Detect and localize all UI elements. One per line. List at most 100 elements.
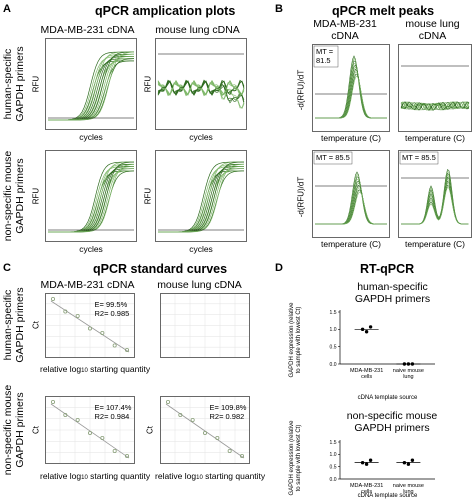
panel-a-row-2-label: non-specific mouse GAPDH primers — [2, 151, 26, 241]
row-label-line: GAPDH primers — [14, 287, 26, 363]
ylabel-line: to sample with lowest Ct) — [296, 306, 302, 374]
panel-a-ylabel: RFU — [31, 187, 41, 205]
data-point — [368, 458, 373, 462]
category-label: MDA-MB-231 — [350, 368, 383, 374]
standard-point — [240, 454, 245, 459]
plot-frame — [45, 150, 137, 242]
xlabel-part: relative log — [40, 471, 82, 481]
standard-point — [88, 431, 93, 436]
panel-c-col-2: mouse lung cDNA — [157, 279, 242, 291]
data-point — [360, 461, 365, 465]
amplification-plot-human-mda — [45, 38, 137, 130]
amplification-curve — [48, 51, 134, 121]
category-label: lung — [403, 374, 413, 380]
ylabel-line: GAPDH expression (relative — [289, 420, 295, 496]
data-point — [360, 327, 365, 332]
standard-point — [112, 449, 117, 454]
data-point — [410, 362, 415, 366]
category-label: naive mouse — [393, 368, 424, 374]
panel-c-row-2-label: non-specific mouse GAPDH primers — [2, 385, 26, 475]
xlabel-sub: 10 — [81, 475, 88, 481]
melt-temperature-text: MT = 85.5 — [316, 153, 350, 162]
panel-c-xlabel: relative log10 starting quantity — [40, 364, 150, 374]
efficiency-label: E= 99.5% — [95, 300, 128, 309]
standard-curve-mouse-mouse: E= 109.8%R2= 0.982 — [160, 396, 250, 464]
ylabel-line: to sample with lowest Ct) — [296, 424, 302, 492]
amplification-plot-human-mouse — [155, 38, 247, 130]
y-tick-label: 0.0 — [330, 477, 337, 483]
melt-curve — [315, 75, 387, 119]
standard-point — [100, 436, 105, 441]
standard-curve-human-mouse — [160, 293, 250, 358]
efficiency-label: E= 107.4% — [95, 403, 132, 412]
row-label-line: non-specific mouse — [2, 150, 14, 242]
standard-point — [227, 449, 232, 454]
category-label: MDA-MB-231 — [350, 483, 383, 489]
data-point — [368, 325, 373, 329]
standard-point — [112, 343, 117, 348]
panel-b-col-1: MDA-MB-231 cDNA — [305, 18, 385, 42]
row-label-line: GAPDH primers — [14, 46, 26, 122]
y-tick-label: 0.0 — [330, 362, 337, 368]
panel-d-title: RT-qPCR — [360, 262, 415, 276]
panel-b-ylabel: -d(RFU)/dT — [296, 176, 306, 218]
y-tick-label: 0.5 — [330, 344, 337, 350]
panel-a-ylabel: RFU — [143, 75, 153, 93]
melt-curve — [315, 191, 387, 225]
standard-point — [178, 412, 183, 417]
panel-b-ylabel: -d(RFU)/dT — [296, 69, 306, 111]
r-squared-label: R2= 0.984 — [95, 412, 130, 421]
panel-c-col-1: MDA-MB-231 cDNA — [40, 279, 135, 291]
panel-c-ylabel: Ct — [145, 426, 155, 434]
standard-point — [51, 400, 56, 405]
panel-c-letter: C — [3, 262, 11, 274]
melt-temperature-text: MT = — [316, 47, 334, 56]
data-point — [402, 461, 407, 465]
panel-c-row-1-label: human-specific GAPDH primers — [2, 287, 26, 362]
panel-a-col-2: mouse lung cDNA — [155, 24, 240, 36]
col-head-line: cDNA — [331, 30, 359, 42]
standard-curve-mouse-mda: E= 107.4%R2= 0.984 — [45, 396, 135, 464]
standard-point — [63, 412, 68, 417]
panel-b-letter: B — [275, 3, 283, 15]
melt-curve — [400, 101, 470, 111]
standard-point — [88, 326, 93, 331]
panel-c-xlabel: relative log10 starting quantity — [155, 471, 265, 481]
y-tick-label: 1.5 — [330, 310, 337, 316]
panel-a-col-1: MDA-MB-231 cDNA — [40, 24, 135, 36]
standard-point — [125, 454, 130, 459]
subtitle-line: GAPDH primers — [354, 422, 430, 434]
panel-d-letter: D — [275, 262, 283, 274]
amplification-curve — [157, 80, 245, 104]
standard-curve-human-mda: E= 99.5%R2= 0.985 — [45, 293, 135, 358]
melt-temperature-label: MT = 85.5 — [399, 151, 439, 165]
xlabel-part: starting quantity — [87, 364, 151, 374]
standard-point — [190, 417, 195, 422]
melt-temperature-label: MT =81.5 — [313, 45, 339, 68]
panel-b-xlabel: temperature (C) — [321, 133, 381, 143]
panel-a-title: qPCR amplication plots — [95, 4, 236, 18]
xlabel-part: relative log — [40, 364, 82, 374]
row-label-line: human-specific — [2, 289, 14, 361]
subtitle-line: human-specific — [357, 281, 428, 293]
row-label-line: human-specific — [2, 48, 14, 120]
melt-temperature-label: MT = 85.5 — [313, 151, 353, 165]
r-squared-label: R2= 0.982 — [210, 412, 245, 421]
xlabel-sub: 10 — [196, 475, 203, 481]
panel-d-ylabel-1: GAPDH expression (relative to sample wit… — [289, 302, 303, 377]
xlabel-part: starting quantity — [87, 471, 151, 481]
ylabel-line: GAPDH expression (relative — [289, 302, 295, 378]
melt-temperature-text: MT = 85.5 — [402, 153, 436, 162]
standard-point — [125, 348, 130, 353]
data-point — [410, 458, 415, 462]
melt-temperature-box — [399, 151, 439, 165]
row-label-line: GAPDH primers — [14, 158, 26, 234]
panel-b-col-2: mouse lung cDNA — [395, 18, 470, 42]
col-head-line: MDA-MB-231 — [313, 18, 377, 30]
row-label-line: non-specific mouse — [2, 384, 14, 476]
panel-d-xlabel-1: cDNA template source — [357, 395, 418, 401]
panel-c-ylabel: Ct — [31, 426, 41, 434]
standard-point — [100, 331, 105, 336]
panel-a-xlabel: cycles — [79, 244, 103, 254]
